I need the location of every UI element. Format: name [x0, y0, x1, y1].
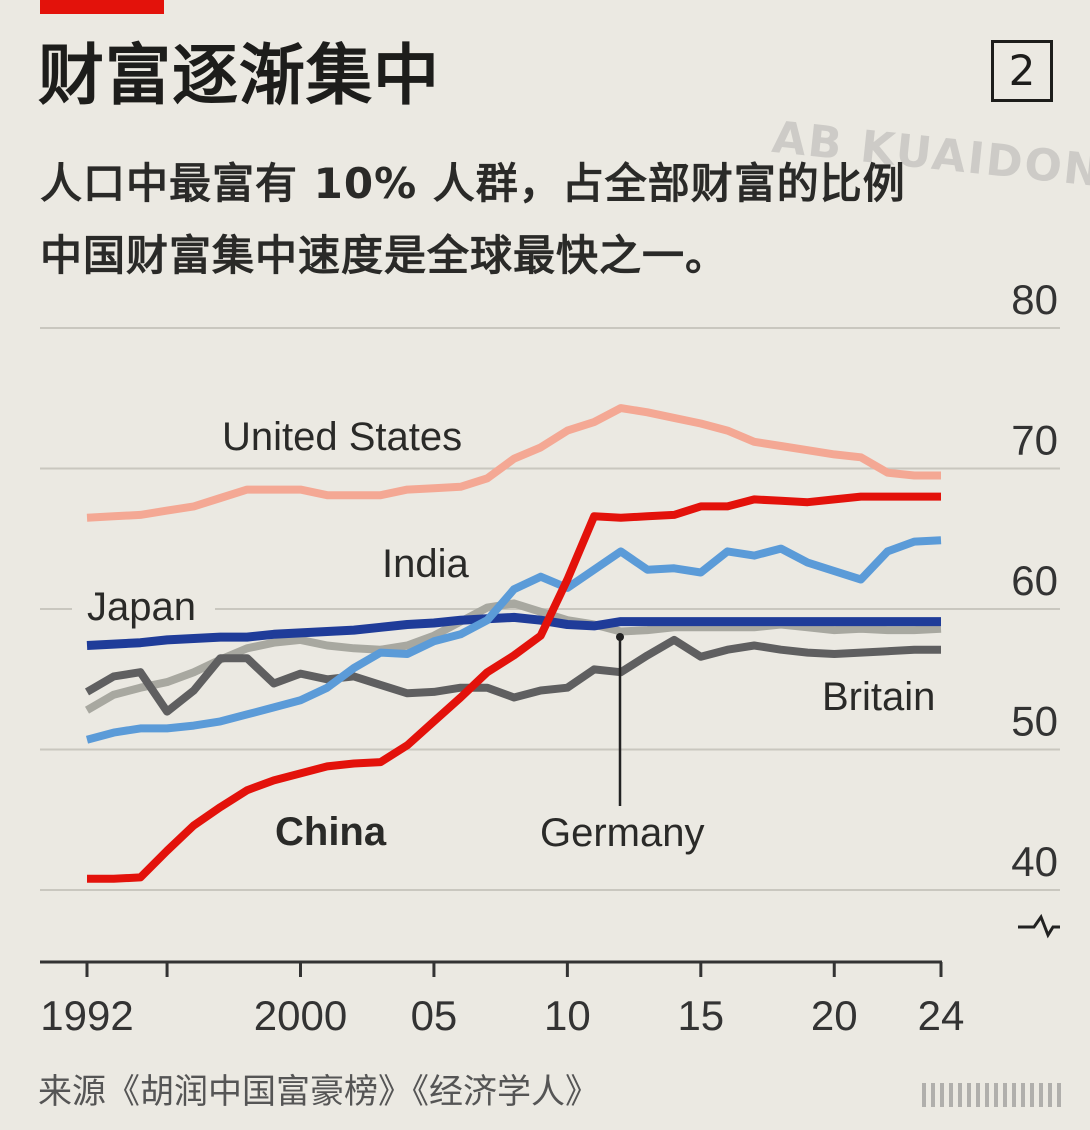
x-tick-label: 15 [677, 992, 724, 1039]
watermark-barcode-icon [922, 1083, 1062, 1107]
series-label-germany: Germany [540, 811, 705, 855]
series-label-japan: Japan [87, 585, 196, 629]
subtitle-line-1: 人口中最富有 10% 人群，占全部财富的比例 [40, 159, 906, 208]
accent-bar [40, 0, 164, 14]
series-line-britain [84, 635, 941, 716]
chart-title: 财富逐渐集中 [38, 37, 440, 114]
x-tick-label: 10 [544, 992, 591, 1039]
x-tick-label: 24 [918, 992, 965, 1039]
x-tick-label: 05 [411, 992, 458, 1039]
series-line-china [87, 492, 941, 883]
y-tick-label: 50 [1011, 698, 1058, 745]
series-label-china: China [275, 810, 387, 854]
series-line-united-states [86, 404, 941, 522]
series-label-india: India [382, 542, 469, 586]
x-tick-label: 1992 [40, 992, 133, 1039]
series-line-japan [86, 612, 941, 650]
germany-leader-dot [616, 633, 624, 641]
y-tick-label: 60 [1011, 557, 1058, 604]
y-tick-label: 40 [1011, 838, 1058, 885]
series-label-united-states: United States [222, 415, 462, 459]
x-tick-label: 2000 [254, 992, 347, 1039]
chart-number-badge: 2 [991, 40, 1053, 102]
y-tick-label: 80 [1011, 276, 1058, 323]
subtitle-line-2: 中国财富集中速度是全球最快之一。 [40, 231, 729, 280]
x-tick-label: 20 [811, 992, 858, 1039]
series-line-india [85, 536, 942, 744]
axis-break-icon [1018, 913, 1060, 939]
source-note: 来源《胡润中国富豪榜》《经济学人》 [38, 1072, 599, 1112]
y-tick-label: 70 [1011, 417, 1058, 464]
series-label-britain: Britain [822, 675, 935, 719]
